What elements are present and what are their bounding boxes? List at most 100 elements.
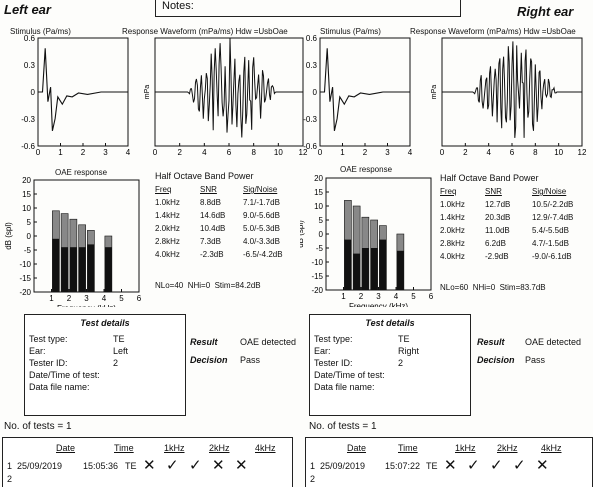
right-ear-title: Right ear: [517, 4, 574, 19]
waveform-x-tick: 6: [510, 148, 515, 157]
right-oae-title: OAE response: [340, 165, 393, 174]
oae-y-tick: 15: [314, 188, 323, 197]
result-value: OAE detected: [240, 337, 297, 347]
stimulus-y-tick: -0.6: [21, 142, 35, 151]
left-entry2-num: 2: [7, 474, 13, 484]
right-hdr-date: Date: [347, 443, 367, 453]
waveform-x-tick: 10: [554, 148, 563, 157]
oae-y-tick: -15: [311, 272, 323, 281]
oae-x-tick: 4: [102, 294, 107, 303]
right-entry-num: 1: [310, 461, 316, 471]
notes-field[interactable]: Notes:: [155, 0, 461, 17]
waveform-trace: [155, 38, 303, 138]
band-row: 4.0kHz -2.3dB -6.5/-4.2dB: [155, 248, 286, 261]
detail-label: Test type:: [29, 334, 68, 344]
waveform-y-label: mPa: [431, 85, 438, 100]
band-header-row: Freq SNR Sig/Noise: [155, 183, 286, 196]
left-entry-time: 15:05:36: [83, 461, 119, 471]
stimulus-x-tick: 3: [103, 148, 108, 157]
waveform-x-tick: 6: [227, 148, 232, 157]
oae-y-tick: -15: [19, 274, 31, 283]
band-freq: 4.0kHz: [155, 250, 180, 259]
detail-row: Data file name:: [29, 381, 185, 393]
right-marks: ✕ ✓ ✓ ✓ ✕: [444, 456, 559, 474]
band-row: 1.0kHz 8.8dB 7.1/-1.7dB: [155, 196, 286, 209]
mark-icon: ✕: [235, 457, 248, 474]
detail-row: Ear: Right: [314, 345, 470, 357]
band-freq: 2.8kHz: [440, 239, 465, 248]
band-snr: 12.7dB: [485, 200, 511, 209]
left-hdr-time: Time: [114, 443, 134, 453]
detail-label: Tester ID:: [314, 358, 353, 368]
oae-y-tick: 5: [27, 218, 32, 227]
band-snr: -2.3dB: [200, 250, 224, 259]
band-snr: 7.3dB: [200, 237, 221, 246]
stimulus-x-tick: 3: [385, 148, 390, 157]
mark-icon: ✕: [444, 457, 457, 474]
right-entry-type: TE: [426, 461, 438, 471]
oae-x-tick: 1: [341, 292, 346, 301]
waveform-x-tick: 4: [486, 148, 491, 157]
oae-x-tick: 3: [376, 292, 381, 301]
stimulus-trace: [38, 48, 128, 132]
oae-noise-bar: [361, 248, 369, 290]
waveform-x-tick: 0: [153, 148, 158, 157]
left-entry-type: TE: [125, 461, 137, 471]
oae-noise-bar: [104, 247, 112, 292]
band-freq: 2.0kHz: [440, 226, 465, 235]
left-ear-title: Left ear: [4, 2, 51, 17]
band-sig-noise: 10.5/-2.2dB: [532, 200, 574, 209]
band-row: 2.8kHz 7.3dB 4.0/-3.3dB: [155, 235, 286, 248]
right-band-title: Half Octave Band Power: [440, 173, 539, 183]
band-header-sig-noise: Sig/Noise: [243, 185, 278, 194]
waveform-x-tick: 12: [299, 148, 308, 157]
oae-y-label: dB (spl): [300, 220, 305, 248]
band-header-snr: SNR: [485, 187, 502, 196]
band-sig-noise: 5.0/-5.3dB: [243, 224, 280, 233]
detail-row: Tester ID: 2: [29, 357, 185, 369]
band-sig-noise: -6.5/-4.2dB: [243, 250, 283, 259]
mark-icon: ✓: [490, 457, 503, 474]
mark-icon: ✓: [166, 457, 179, 474]
detail-row: Date/Time of test:: [314, 369, 470, 381]
waveform-x-tick: 2: [177, 148, 182, 157]
detail-row: Tester ID: 2: [314, 357, 470, 369]
right-hdr-1khz: 1kHz: [455, 443, 476, 453]
detail-row: Ear: Left: [29, 345, 185, 357]
band-freq: 2.0kHz: [155, 224, 180, 233]
right-stimulus-title: Stimulus (Pa/ms): [320, 27, 381, 36]
detail-row: Test type: TE: [314, 333, 470, 345]
result-label: Result: [190, 337, 218, 347]
oae-x-label: Frequency (kHz): [57, 304, 116, 307]
detail-label: Tester ID:: [29, 358, 68, 368]
band-snr: 8.8dB: [200, 198, 221, 207]
stimulus-x-tick: 0: [36, 148, 41, 157]
right-test-table: [305, 437, 593, 487]
band-header-freq: Freq: [155, 185, 172, 194]
left-oae-chart: 20 15 10 5 0 -5 -10 -15 -20 1 2 3 4 5 6 dB (spl) Frequen…: [4, 176, 142, 307]
left-marks: ✕ ✓ ✓ ✕ ✕: [143, 456, 258, 474]
left-entry-num: 1: [7, 461, 13, 471]
left-entry-date: 25/09/2019: [17, 461, 63, 471]
oae-y-tick: -10: [19, 260, 31, 269]
oae-y-tick: 0: [27, 232, 32, 241]
band-sig-noise: -9.0/-6.1dB: [532, 252, 572, 261]
right-oae-chart: 20 15 10 5 0 -5 -10 -15 -20 1 2 3 4 5 6 dB (spl) Frequen…: [300, 174, 434, 307]
decision-label: Decision: [477, 355, 515, 365]
decision-value: Pass: [525, 355, 546, 365]
detail-row: Date/Time of test:: [29, 369, 185, 381]
band-freq: 4.0kHz: [440, 252, 465, 261]
detail-value: 2: [113, 358, 119, 368]
stimulus-y-tick: 0: [31, 88, 36, 97]
left-result: Result OAE detected: [190, 337, 296, 347]
notes-label: Notes:: [162, 0, 194, 12]
right-waveform-title: Response Waveform (mPa/ms) Hdw =UsbOae: [410, 27, 576, 36]
oae-y-tick: 15: [22, 190, 31, 199]
band-sig-noise: 12.9/-7.4dB: [532, 213, 574, 222]
stimulus-x-tick: 0: [318, 148, 323, 157]
decision-label: Decision: [190, 355, 228, 365]
detail-label: Date/Time of test:: [314, 370, 385, 380]
right-test-details-title: Test details: [365, 318, 415, 328]
oae-noise-bar: [370, 248, 378, 290]
mark-icon: ✕: [143, 457, 156, 474]
